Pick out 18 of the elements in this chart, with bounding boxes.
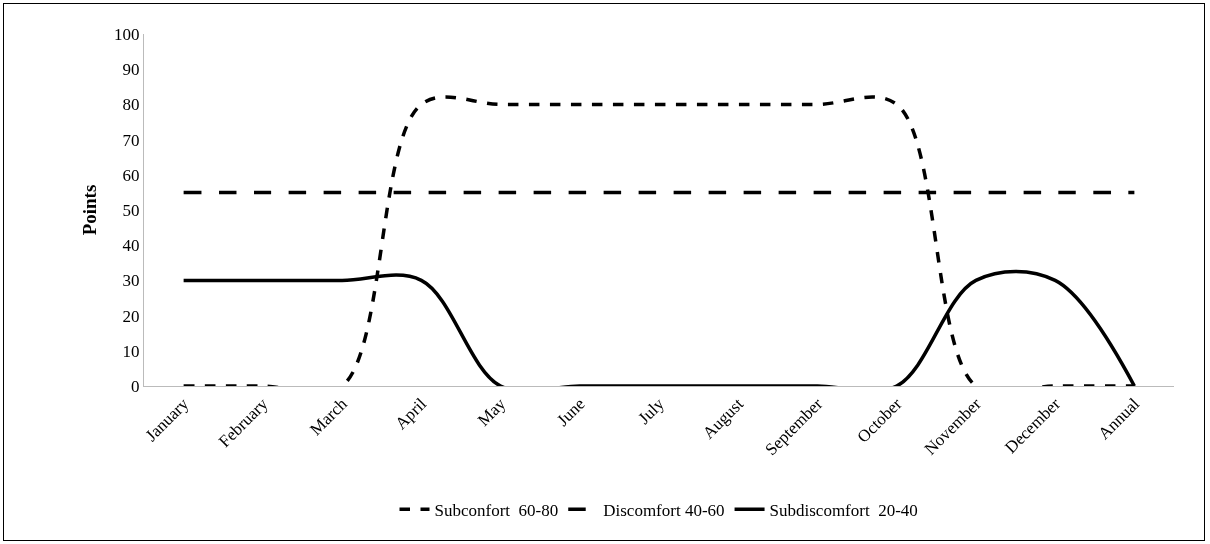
x-tick-label: May xyxy=(473,393,510,430)
x-tick-label: July xyxy=(634,393,669,428)
y-tick-label: 100 xyxy=(114,24,140,44)
y-tick-label: 60 xyxy=(122,165,140,185)
y-tick-label: 20 xyxy=(122,306,140,326)
y-tick-label: 50 xyxy=(122,200,140,220)
y-tick-label: 10 xyxy=(122,341,140,361)
legend-label: Subconfort 60-80 xyxy=(434,500,559,520)
y-tick-label: 90 xyxy=(122,60,140,80)
y-tick-label: 70 xyxy=(122,130,140,150)
y-tick-label: 30 xyxy=(122,271,140,291)
y-tick-label: 40 xyxy=(122,236,140,256)
legend-label: Discomfort 40-60 xyxy=(603,500,725,520)
legend-label: Subdiscomfort 20-40 xyxy=(769,500,918,520)
y-tick-label: 0 xyxy=(131,376,140,396)
x-tick-label: June xyxy=(553,394,589,430)
y-axis-title: Points xyxy=(79,184,100,236)
y-tick-label: 80 xyxy=(122,95,140,115)
